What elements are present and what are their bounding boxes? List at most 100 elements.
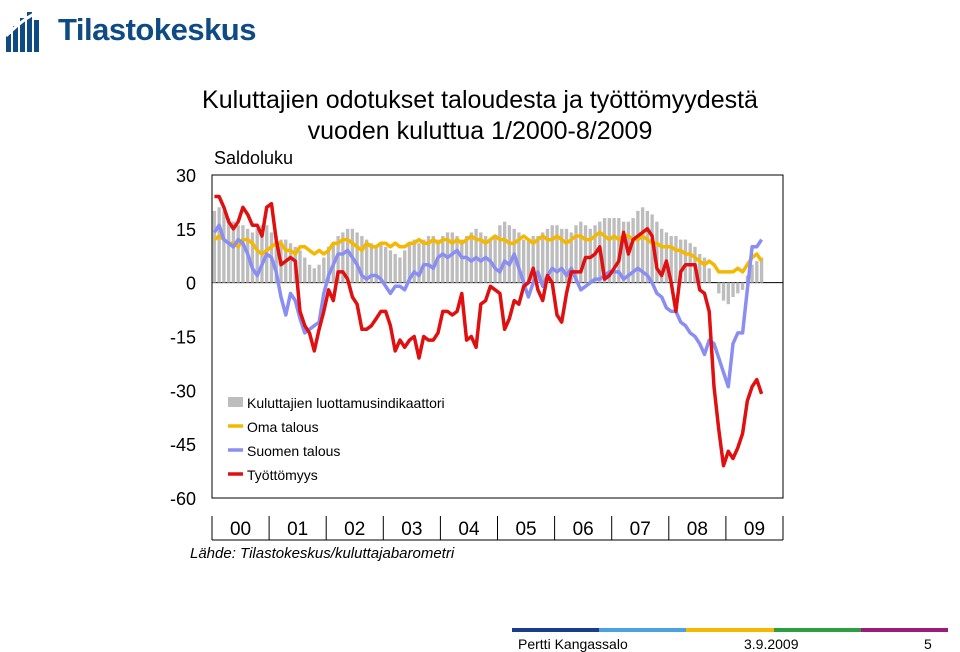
bar-mark [322, 257, 326, 283]
bar-mark [431, 236, 435, 283]
footer-stripe-segment [686, 628, 774, 632]
bar-mark [441, 236, 445, 283]
bar-mark [236, 225, 240, 283]
bar-mark [307, 264, 312, 283]
footer-color-stripe [512, 628, 949, 632]
footer-page-number: 5 [924, 636, 932, 652]
bar-mark [345, 228, 350, 283]
bar-mark [688, 243, 692, 283]
line-series-oma-talous [213, 230, 764, 274]
bar-mark [517, 232, 521, 283]
bar-mark [555, 225, 559, 283]
bar-mark [469, 232, 473, 283]
bar-mark [679, 239, 683, 283]
bar-mark [607, 218, 611, 283]
bar-mark [250, 232, 255, 283]
bar-mark [455, 236, 459, 283]
legend-entry: Oma talous [247, 419, 319, 435]
x-tick-label: 03 [401, 519, 422, 540]
bar-mark [640, 207, 645, 283]
bar-mark [664, 232, 669, 283]
bar-mark [631, 218, 635, 283]
x-tick-label: 02 [344, 519, 365, 540]
bar-mark [222, 210, 226, 283]
bar-mark [736, 282, 740, 294]
line-series-työttömyys [214, 194, 764, 468]
bar-mark [583, 225, 588, 283]
bar-mark [674, 236, 678, 283]
legend-entry: Kuluttajien luottamusindikaattori [247, 395, 445, 411]
bar-mark [364, 239, 369, 283]
bar-mark [274, 236, 278, 283]
bar-mark [384, 246, 388, 283]
bar-mark [474, 228, 478, 283]
y-tick-label: -30 [170, 381, 196, 401]
y-tick-label: -60 [170, 489, 196, 509]
bar-mark [536, 236, 540, 283]
bar-mark [212, 210, 217, 283]
y-tick-label: -15 [170, 328, 196, 348]
x-tick-label: 06 [573, 519, 594, 540]
bar-mark [326, 246, 331, 283]
bar-mark [303, 257, 307, 283]
legend-entry: Työttömyys [247, 467, 318, 483]
bar-mark [479, 232, 483, 283]
footer-stripe-segment [512, 628, 600, 632]
bar-mark [569, 232, 573, 283]
bar-mark [417, 243, 421, 283]
legend: Kuluttajien luottamusindikaattori Oma tal… [228, 395, 445, 483]
bar-mark [531, 236, 535, 283]
bar-mark [659, 228, 664, 283]
axes: 30 15 0 -15 -30 -45 -60 Saldoluku 00 01 02 03 04 05 06… [170, 148, 784, 562]
footer-stripe-segment [860, 628, 949, 632]
bar-mark [750, 264, 754, 283]
bar-mark [526, 239, 531, 283]
bar-mark [241, 225, 245, 283]
plot-frame [211, 174, 784, 499]
y-tick-label: 15 [176, 220, 196, 240]
bar-mark [407, 243, 412, 283]
bar-mark [726, 282, 730, 305]
x-tick-label: 07 [630, 519, 651, 540]
bar-mark [502, 221, 507, 283]
footer-stripe-segment [773, 628, 861, 632]
bar-mark [422, 239, 426, 283]
bar-mark [602, 218, 607, 283]
bar-mark [217, 207, 221, 283]
chart-svg: 30 15 0 -15 -30 -45 -60 Saldoluku 00 01 02 03 04 05 06… [170, 148, 784, 562]
bar-mark [398, 257, 402, 283]
x-tick-label: 05 [515, 519, 536, 540]
bar-mark [412, 239, 416, 283]
bar-mark [403, 250, 407, 283]
bar-mark [759, 257, 764, 283]
bar-mark [550, 225, 554, 283]
bar-mark [298, 250, 302, 283]
bar-mark [683, 239, 688, 283]
bar-mark [574, 225, 578, 283]
bar-mark [564, 228, 569, 283]
x-tick-label: 09 [744, 519, 765, 540]
legend-entry: Suomen talous [247, 443, 340, 459]
legend-swatch-bar [228, 397, 243, 407]
x-tick-label: 01 [287, 519, 308, 540]
bar-mark [560, 228, 564, 283]
bar-mark [522, 239, 526, 283]
footer-author: Pertti Kangassalo [518, 636, 628, 652]
bar-mark [731, 282, 735, 298]
bar-mark [740, 282, 745, 290]
y-tick-label: -45 [170, 435, 196, 455]
bar-mark [717, 282, 721, 294]
bar-mark [579, 221, 583, 283]
brand-name: Tilastokeskus [58, 12, 256, 47]
bar-mark [360, 236, 364, 283]
bar-mark [355, 232, 359, 283]
bar-mark [450, 232, 454, 283]
footer-date: 3.9.2009 [744, 636, 799, 652]
chart-title-line1: Kuluttajien odotukset taloudesta ja työt… [202, 86, 758, 114]
bar-mark [612, 218, 616, 283]
bar-mark [621, 221, 626, 283]
brand-logo: Tilastokeskus [4, 6, 256, 54]
bar-mark [507, 225, 512, 283]
bar-mark [341, 232, 345, 283]
bar-mark [317, 264, 321, 283]
